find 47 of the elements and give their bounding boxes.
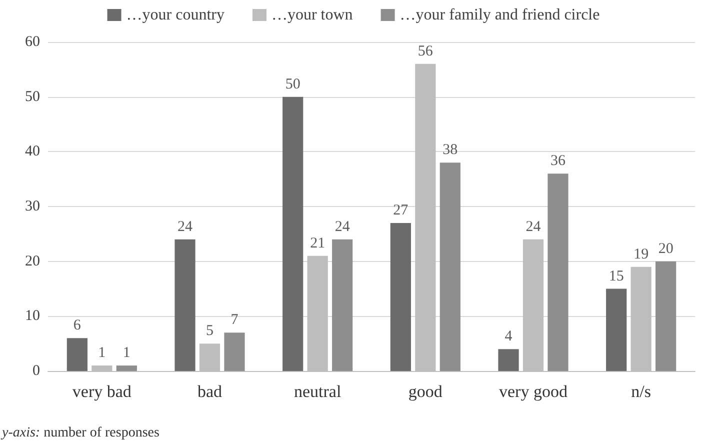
data-label: 24 — [334, 218, 350, 235]
bar — [66, 338, 88, 371]
y-tick-label: 10 — [25, 308, 40, 324]
data-label: 19 — [634, 246, 649, 262]
y-tick-label: 50 — [25, 88, 40, 105]
bar — [116, 366, 137, 371]
bar — [656, 261, 676, 371]
x-tick-label: good — [408, 382, 443, 401]
y-tick-label: 30 — [25, 198, 40, 214]
bar — [606, 288, 627, 371]
y-tick-label: 20 — [25, 253, 40, 270]
data-label: 1 — [122, 345, 130, 362]
data-label: 38 — [442, 142, 458, 158]
bar — [282, 96, 304, 371]
text: y-axis: number of responses — [0, 426, 160, 440]
bar — [548, 174, 568, 371]
x-tick-label: very good — [499, 382, 568, 401]
data-label: 56 — [418, 43, 434, 60]
bar — [174, 239, 196, 371]
data-label: 50 — [285, 76, 300, 92]
y-tick-label: 60 — [25, 34, 40, 50]
data-label: 6 — [73, 318, 82, 334]
data-label: 36 — [550, 153, 566, 170]
data-label: 7 — [230, 312, 239, 328]
x-tick-label: bad — [197, 382, 223, 401]
legend-label: …your family and friend circle — [400, 6, 600, 24]
data-label: 24 — [526, 218, 542, 235]
bar — [440, 162, 460, 371]
data-label: 4 — [504, 328, 513, 345]
bar — [390, 222, 411, 371]
data-label: 24 — [178, 218, 194, 235]
x-tick-label: very bad — [72, 382, 132, 401]
data-label: 27 — [393, 202, 409, 218]
y-tick-label: 0 — [32, 363, 40, 379]
data-label: 15 — [608, 268, 624, 284]
data-label: 21 — [310, 235, 326, 252]
y-tick-label: 40 — [25, 144, 40, 160]
legend-label: …your country — [126, 6, 224, 24]
bar — [332, 239, 353, 371]
data-label: 5 — [206, 323, 214, 340]
data-label: 20 — [658, 240, 674, 257]
x-tick-label: n/s — [631, 382, 652, 401]
x-tick-label: neutral — [294, 382, 342, 401]
data-label: 1 — [98, 345, 106, 362]
legend-label: …your town — [271, 6, 353, 24]
bar — [498, 349, 519, 371]
bar — [224, 332, 245, 371]
